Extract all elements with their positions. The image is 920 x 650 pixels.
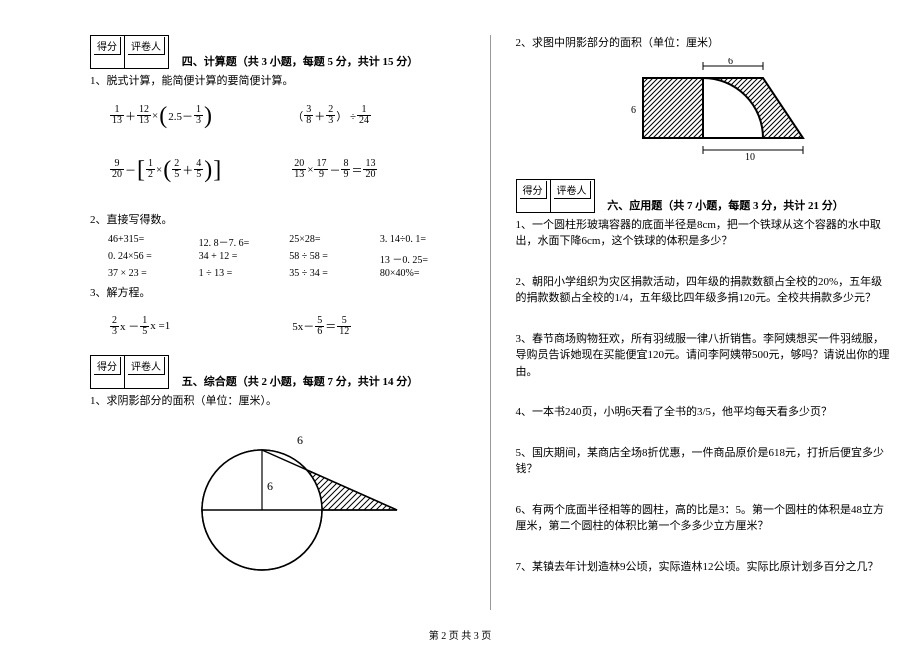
- page-container: 得分 评卷人 四、计算题（共 3 小题，每题 5 分，共计 15 分） 1、脱式…: [0, 0, 920, 620]
- s6-q6: 6、有两个底面半径相等的圆柱，高的比是3：5。第一个圆柱的体积是48立方厘米，第…: [516, 502, 891, 535]
- figure2-svg: 6 6 10: [593, 58, 813, 168]
- calc-cell: 58 ÷ 58 =: [289, 251, 374, 266]
- right-column: 2、求图中阴影部分的面积（单位：厘米） 6 6: [491, 35, 901, 610]
- s6-q7: 7、某镇去年计划造林9公顷，实际造林12公顷。实际比原计划多百分之几？: [516, 559, 891, 576]
- figure1-svg: 6 6: [147, 415, 407, 575]
- calc-cell: 80×40%=: [380, 268, 465, 279]
- s6-q5: 5、国庆期间，某商店全场8折优惠，一件商品原价是618元，打折后便宜多少钱？: [516, 445, 891, 478]
- s4-expr3: 920－[12×(25＋45)]: [110, 158, 282, 182]
- calc-cell: 35 ÷ 34 =: [289, 268, 374, 279]
- s4-expr1: 113＋1213×(2.5－13): [110, 104, 282, 128]
- s4-q1-text: 1、脱式计算，能简便计算的要简便计算。: [90, 73, 465, 90]
- section6-header: 得分 评卷人 六、应用题（共 7 小题，每题 3 分，共计 21 分）: [516, 179, 891, 213]
- figure-2: 6 6 10: [516, 58, 891, 171]
- fig1-label-r: 6: [267, 479, 273, 493]
- s4-expr6: 5x－ 56 ＝ 512: [292, 316, 464, 337]
- section4-title: 四、计算题（共 3 小题，每题 5 分，共计 15 分）: [182, 56, 419, 68]
- calc-cell: 46+315=: [108, 234, 193, 249]
- page-footer: 第 2 页 共 3 页: [0, 627, 920, 642]
- reviewer-label: 评卷人: [128, 37, 165, 55]
- section5-title: 五、综合题（共 2 小题，每题 7 分，共计 14 分）: [182, 376, 419, 388]
- fig2-label-top: 6: [728, 58, 733, 67]
- s4-q3-text: 3、解方程。: [90, 285, 465, 302]
- s6-q3: 3、春节商场购物狂欢，所有羽绒服一律八折销售。李阿姨想买一件羽绒服，导购员告诉她…: [516, 331, 891, 381]
- calc-cell: 1 ÷ 13 =: [199, 268, 284, 279]
- score-box-6: 得分 评卷人: [516, 179, 595, 213]
- calc-cell: 34 + 12 =: [199, 251, 284, 266]
- s4-eq-row1: 113＋1213×(2.5－13) （38 ＋ 23） ÷124: [110, 104, 465, 128]
- s6-q4: 4、一本书240页，小明6天看了全书的3/5，他平均每天看多少页？: [516, 404, 891, 421]
- calc-cell: 12. 8－7. 6=: [199, 234, 284, 249]
- section6-title: 六、应用题（共 7 小题，每题 3 分，共计 21 分）: [607, 200, 844, 212]
- calc-cell: 3. 14÷0. 1=: [380, 234, 465, 249]
- s4-q2-text: 2、直接写得数。: [90, 212, 465, 229]
- fig2-label-h: 6: [631, 105, 636, 116]
- score-box-5: 得分 评卷人: [90, 355, 169, 389]
- section4-header: 得分 评卷人 四、计算题（共 3 小题，每题 5 分，共计 15 分）: [90, 35, 465, 69]
- s4-expr4: 2013×179－89＝1320: [292, 158, 464, 182]
- s6-q1: 1、一个圆柱形玻璃容器的底面半径是8cm，把一个铁球从这个容器的水中取出，水面下…: [516, 217, 891, 250]
- calc-grid: 46+315= 12. 8－7. 6= 25×28= 3. 14÷0. 1= 0…: [108, 234, 465, 279]
- s4-eq-row3: 23 x － 15 x =1 5x－ 56 ＝ 512: [110, 316, 465, 337]
- s6-q2: 2、朝阳小学组织为灾区捐款活动，四年级的捐款数额占全校的20%，五年级的捐款数额…: [516, 274, 891, 307]
- s4-expr2: （38 ＋ 23） ÷124: [292, 104, 464, 128]
- section5-header: 得分 评卷人 五、综合题（共 2 小题，每题 7 分，共计 14 分）: [90, 355, 465, 389]
- s5-q2-text: 2、求图中阴影部分的面积（单位：厘米）: [516, 35, 891, 52]
- calc-cell: 37 × 23 =: [108, 268, 193, 279]
- calc-cell: 0. 24×56 =: [108, 251, 193, 266]
- calc-cell: 13 －0. 25=: [380, 251, 465, 266]
- s4-expr5: 23 x － 15 x =1: [110, 316, 282, 337]
- left-column: 得分 评卷人 四、计算题（共 3 小题，每题 5 分，共计 15 分） 1、脱式…: [80, 35, 491, 610]
- score-box-4: 得分 评卷人: [90, 35, 169, 69]
- s4-eq-row2: 920－[12×(25＋45)] 2013×179－89＝1320: [110, 158, 465, 182]
- fig1-label-top: 6: [297, 433, 303, 447]
- fig2-label-bottom: 10: [745, 152, 755, 163]
- s5-q1-text: 1、求阴影部分的面积（单位：厘米）。: [90, 393, 465, 410]
- figure-1: 6 6: [90, 415, 465, 578]
- calc-cell: 25×28=: [289, 234, 374, 249]
- score-label: 得分: [94, 37, 121, 55]
